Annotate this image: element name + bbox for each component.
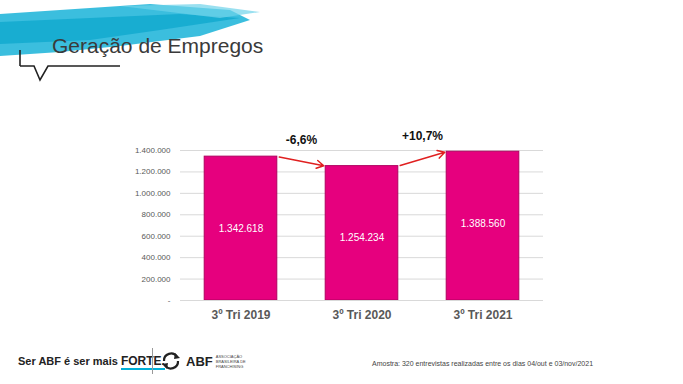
svg-text:-6,6%: -6,6% (286, 133, 318, 147)
svg-text:+10,7%: +10,7% (402, 129, 443, 143)
svg-text:3º Tri 2020: 3º Tri 2020 (332, 308, 391, 322)
svg-text:600.000: 600.000 (142, 232, 171, 241)
svg-text:200.000: 200.000 (142, 275, 171, 284)
html-text:ABF: ABF (186, 353, 213, 369)
svg-text:400.000: 400.000 (142, 253, 171, 262)
svg-text:-: - (168, 296, 171, 305)
html-text:Ser ABF é ser mais FORTE.: Ser ABF é ser mais FORTE. (18, 354, 165, 368)
svg-text:1.400.000: 1.400.000 (135, 146, 171, 155)
svg-text:1.254.234: 1.254.234 (340, 232, 385, 243)
html-text:ASSOCIAÇÃO BRASILEIRA DE FRANC: ASSOCIAÇÃO BRASILEIRA DE FRANCHISING (215, 353, 246, 369)
html-text:Geração de Empregos: Geração de Empregos (52, 34, 264, 57)
svg-text:1.000.000: 1.000.000 (135, 189, 171, 198)
html-text:Amostra: 320 entrevistas reali: Amostra: 320 entrevistas realizadas entr… (372, 360, 593, 367)
svg-text:3º Tri 2019: 3º Tri 2019 (211, 308, 270, 322)
svg-text:800.000: 800.000 (142, 210, 171, 219)
svg-text:1.342.618: 1.342.618 (219, 223, 264, 234)
svg-text:1.200.000: 1.200.000 (135, 167, 171, 176)
svg-text:1.388.560: 1.388.560 (461, 218, 506, 229)
svg-text:3º Tri 2021: 3º Tri 2021 (453, 308, 512, 322)
